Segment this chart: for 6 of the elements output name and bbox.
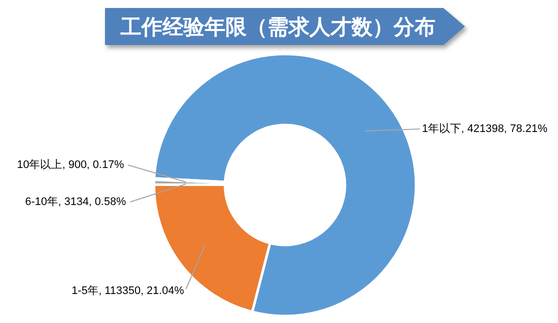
slice-label: 6-10年, 3134, 0.58%	[25, 196, 126, 208]
chart-title: 工作经验年限（需求人才数）分布	[120, 14, 436, 40]
arrow-banner: 工作经验年限（需求人才数）分布	[105, 8, 465, 45]
slice-label: 10年以上, 900, 0.17%	[16, 158, 124, 171]
slice-label: 1-5年, 113350, 21.04%	[72, 285, 184, 297]
slice-label: 1年以下, 421398, 78.21%	[422, 122, 548, 135]
